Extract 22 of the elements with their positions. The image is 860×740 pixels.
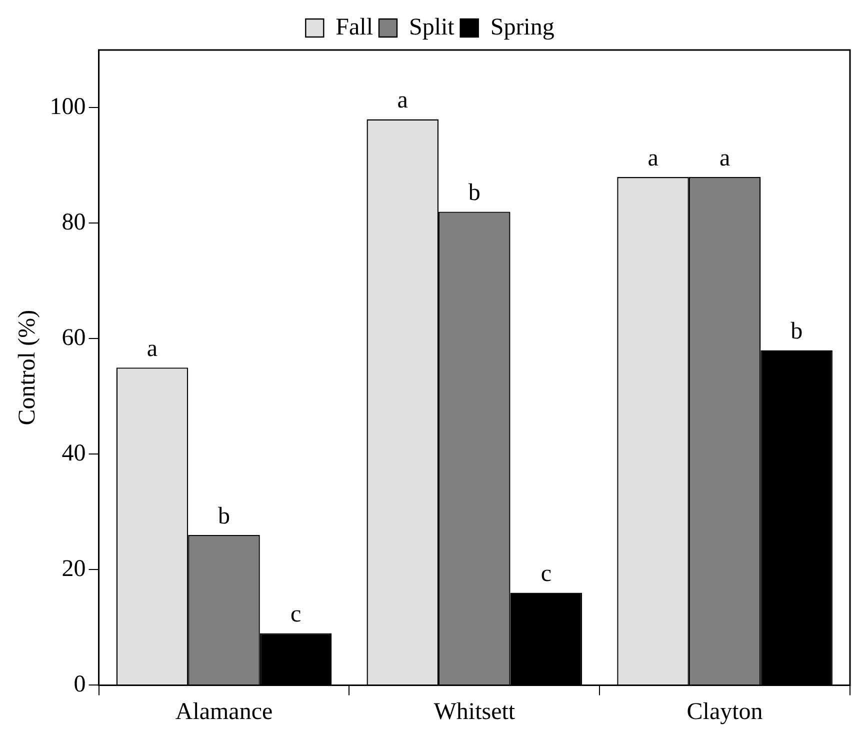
data-label: a (648, 145, 659, 172)
y-tick-label: 0 (74, 671, 86, 698)
y-tick-label: 40 (62, 440, 86, 467)
data-label: a (719, 145, 730, 172)
data-label: b (218, 503, 230, 530)
data-label: b (790, 318, 803, 345)
data-label: b (468, 180, 480, 206)
y-tick-label: 80 (62, 210, 86, 236)
x-tick-label: Whitsett (434, 698, 516, 725)
x-tick-label: Alamance (175, 698, 273, 725)
data-label: a (397, 88, 408, 114)
y-tick-label: 60 (62, 325, 86, 352)
legend-label: Spring (490, 14, 554, 40)
data-label: a (146, 336, 158, 362)
y-tick-label: 100 (50, 94, 86, 120)
legend-label: Split (408, 14, 455, 40)
data-label: c (290, 602, 302, 628)
y-tick-label: 20 (62, 556, 86, 582)
y-axis-title: Control (%) (14, 310, 41, 426)
x-tick-label: Clayton (686, 698, 763, 725)
legend-label: Fall (336, 14, 374, 40)
data-label: c (540, 561, 552, 588)
